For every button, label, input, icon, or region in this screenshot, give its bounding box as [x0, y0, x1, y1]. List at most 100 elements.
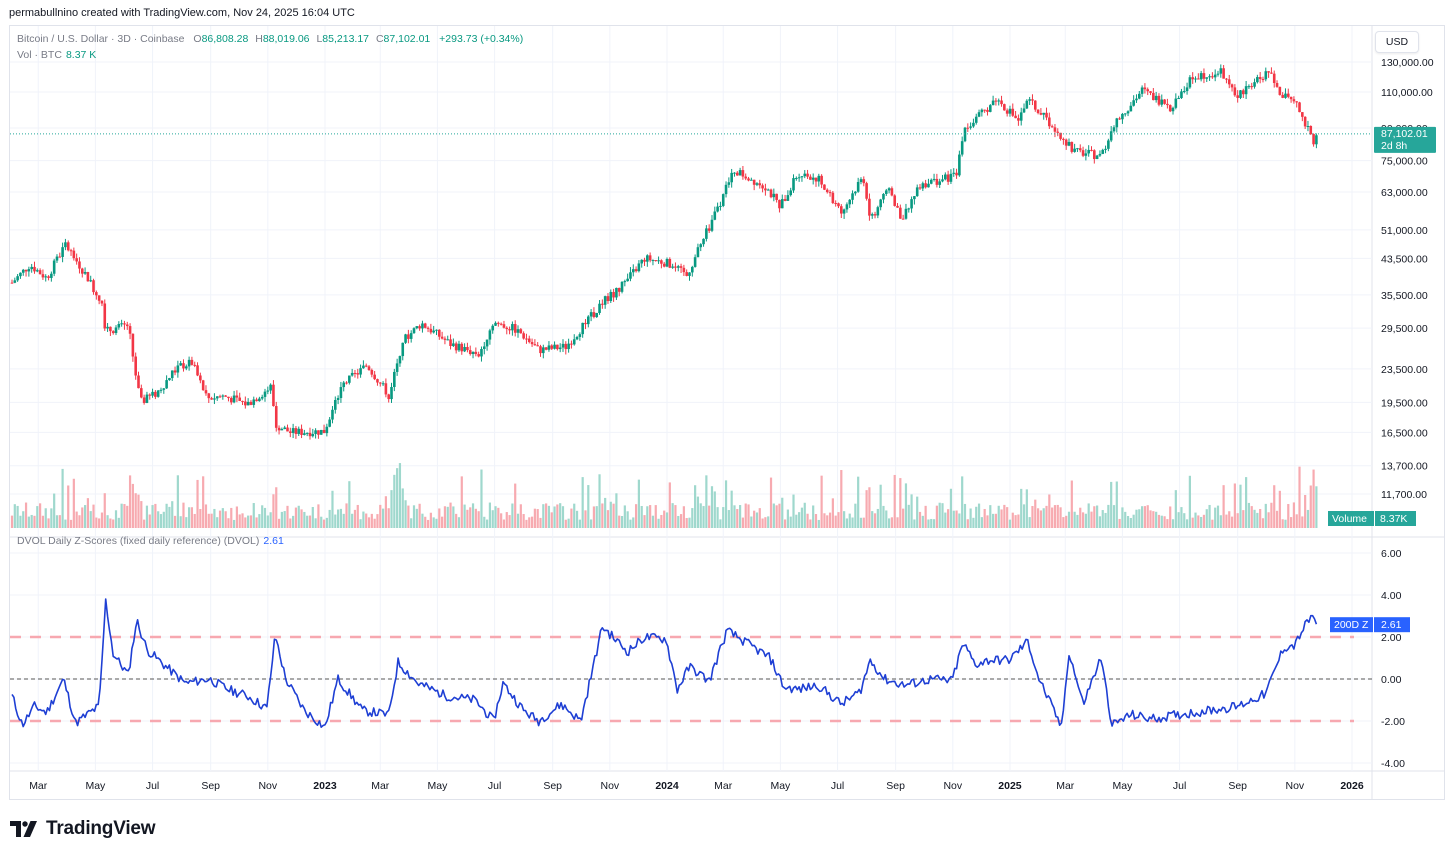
volume-bar: [89, 511, 92, 528]
last-price-countdown: 2d 8h: [1381, 140, 1407, 152]
candle: [13, 277, 17, 284]
candle-body: [561, 343, 565, 348]
volume-bar: [764, 517, 767, 528]
volume-bar: [913, 519, 916, 528]
volume-bar: [772, 503, 775, 528]
brand-name: TradingView: [46, 818, 156, 839]
candle: [356, 368, 360, 379]
candle-body: [255, 399, 258, 402]
volume-bar: [441, 516, 444, 528]
candle: [1284, 88, 1287, 99]
candle-body: [460, 343, 464, 352]
candle-body: [1286, 93, 1290, 97]
candle-body: [1301, 112, 1304, 117]
candle: [1160, 94, 1164, 107]
volume-bar: [1233, 483, 1236, 528]
candle: [809, 174, 812, 180]
volume-bar: [75, 511, 78, 528]
candle: [41, 269, 45, 280]
candle: [50, 271, 53, 282]
candle-body: [840, 206, 843, 214]
candle-body: [446, 339, 450, 341]
candle-body: [539, 346, 542, 354]
candle: [249, 400, 253, 406]
tradingview-logo[interactable]: TradingView: [10, 817, 156, 841]
z-tag-label: 200D Z: [1334, 619, 1369, 631]
candle-body: [66, 242, 70, 251]
candle: [398, 355, 402, 367]
candle-body: [36, 270, 39, 272]
candle-body: [72, 250, 76, 259]
candle: [1286, 88, 1290, 99]
volume-bar: [491, 510, 494, 528]
candle-body: [795, 178, 798, 180]
candle-body: [617, 287, 621, 292]
volume-bar: [890, 517, 894, 528]
candle-body: [1264, 71, 1268, 80]
candle: [286, 424, 289, 432]
volume-bar: [407, 505, 410, 528]
indicator-name: DVOL Daily Z-Scores (fixed daily referen…: [17, 535, 260, 547]
volume-bar: [755, 512, 759, 528]
candle-body: [154, 391, 157, 397]
volume-bar: [1121, 507, 1124, 528]
volume-bar: [927, 519, 930, 528]
time-tick-label: Nov: [943, 780, 962, 792]
candle: [921, 181, 925, 192]
candle: [1008, 105, 1012, 117]
candle-body: [570, 343, 573, 345]
volume-bar: [1267, 512, 1270, 528]
volume-bar: [947, 509, 950, 528]
volume-bar: [899, 478, 902, 528]
candle: [828, 189, 832, 197]
candle: [255, 397, 258, 402]
currency-button[interactable]: USD: [1375, 31, 1419, 53]
candle-body: [432, 330, 435, 333]
volume-bar: [1098, 516, 1102, 528]
candle-body: [1048, 117, 1051, 127]
candle: [480, 346, 483, 362]
volume-bar: [997, 505, 1000, 528]
volume-bar: [753, 510, 756, 528]
candle: [64, 238, 67, 251]
candle: [477, 351, 480, 358]
time-tick-label: Sep: [543, 780, 562, 792]
candle-body: [463, 346, 466, 352]
candle: [86, 271, 90, 282]
volume-bar: [396, 468, 399, 528]
volume-bar: [893, 474, 896, 528]
volume-bar: [702, 506, 705, 528]
price-tick-label: 23,500.00: [1381, 364, 1428, 376]
volume-bar: [775, 505, 778, 528]
candle-body: [1135, 98, 1138, 101]
volume-bar: [859, 517, 863, 528]
candle: [154, 390, 157, 400]
candle-body: [1289, 96, 1293, 100]
candle: [100, 300, 104, 307]
candle: [606, 293, 610, 304]
candle: [530, 338, 534, 347]
volume-bar: [896, 517, 899, 528]
candle-body: [783, 199, 787, 201]
candle-body: [868, 198, 871, 216]
candle-body: [328, 419, 331, 427]
candle-body: [92, 280, 95, 293]
candle: [468, 345, 472, 356]
candle-body: [201, 380, 205, 391]
open-label: O: [193, 33, 202, 45]
candle: [376, 378, 379, 386]
candle-body: [1216, 73, 1220, 75]
candle-body: [533, 344, 537, 346]
volume-bar: [682, 506, 685, 528]
candle: [741, 166, 745, 180]
volume-bar: [353, 509, 357, 528]
candle-body: [336, 398, 340, 400]
candle: [24, 269, 28, 277]
candle: [120, 319, 123, 327]
candle-body: [755, 183, 759, 185]
candle: [1132, 95, 1135, 107]
candle-body: [1118, 118, 1121, 120]
candle: [297, 426, 301, 437]
candle: [66, 240, 70, 252]
